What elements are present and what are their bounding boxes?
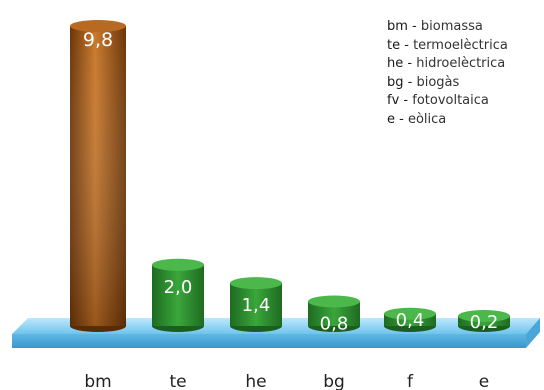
legend-desc: eòlica [407, 111, 447, 127]
legend-key: he [387, 56, 404, 71]
legend: bm - biomassa te - termoelèctrica he - hid… [387, 18, 508, 129]
bar-top-cap [458, 310, 510, 322]
x-tick-label-e: e [479, 372, 489, 390]
legend-desc: termoelèctrica [413, 37, 508, 53]
legend-desc: biomassa [420, 19, 483, 34]
legend-separator: - [400, 37, 414, 53]
bar-top-cap [230, 277, 282, 290]
bar-top-cap [384, 307, 436, 320]
legend-key: bm [387, 19, 408, 34]
bar-he [230, 277, 282, 332]
bar-top-cap [308, 295, 360, 308]
legend-item-bm: bm - biomassa [387, 18, 508, 37]
legend-separator: - [403, 56, 417, 71]
platform-front [12, 334, 526, 348]
platform-side [526, 318, 540, 348]
legend-key: te [387, 37, 401, 53]
legend-item-fv: fv - fotovoltaica [387, 92, 508, 111]
value-label-he: 1,4 [242, 295, 271, 316]
value-label-f: 0,4 [396, 310, 425, 331]
legend-item-he: he - hidroelèctrica [387, 55, 508, 74]
x-tick-label-bm: bm [84, 372, 111, 390]
bar-te [152, 258, 204, 332]
legend-key: bg [387, 74, 404, 90]
bar-bm [70, 20, 126, 332]
legend-key: e [387, 111, 395, 127]
bar-top-cap [70, 20, 126, 32]
legend-item-e: e - eòlica [387, 111, 508, 130]
bar-shade [70, 26, 126, 326]
legend-separator: - [399, 93, 413, 108]
value-label-te: 2,0 [164, 277, 193, 298]
legend-separator: - [395, 111, 408, 127]
value-label-e: 0,2 [470, 312, 499, 333]
x-tick-label-te: te [169, 372, 186, 390]
x-tick-labels: bm te he bg f e [84, 372, 489, 390]
value-labels-group: 9,8 2,0 1,4 0,8 0,4 0,2 [83, 29, 498, 335]
x-tick-label-f: f [407, 372, 414, 390]
legend-item-te: te - termoelèctrica [387, 37, 508, 56]
bar-bg [308, 295, 360, 332]
bar-body [230, 283, 282, 326]
bars-group [70, 20, 510, 332]
legend-separator: - [407, 19, 421, 34]
x-tick-label-bg: bg [323, 372, 345, 390]
value-label-bg: 0,8 [320, 314, 349, 335]
legend-desc: biogàs [416, 74, 460, 90]
legend-desc: hidroelèctrica [416, 56, 506, 71]
legend-desc: fotovoltaica [412, 93, 489, 108]
bar-top-cap [152, 258, 204, 271]
legend-item-bg: bg - biogàs [387, 74, 508, 93]
bar-f [384, 307, 436, 332]
bar-body [152, 264, 204, 326]
value-label-bm: 9,8 [83, 29, 113, 51]
x-tick-label-he: he [245, 372, 266, 390]
legend-key: fv [387, 93, 400, 108]
bar-e [458, 310, 510, 332]
legend-separator: - [403, 74, 417, 90]
